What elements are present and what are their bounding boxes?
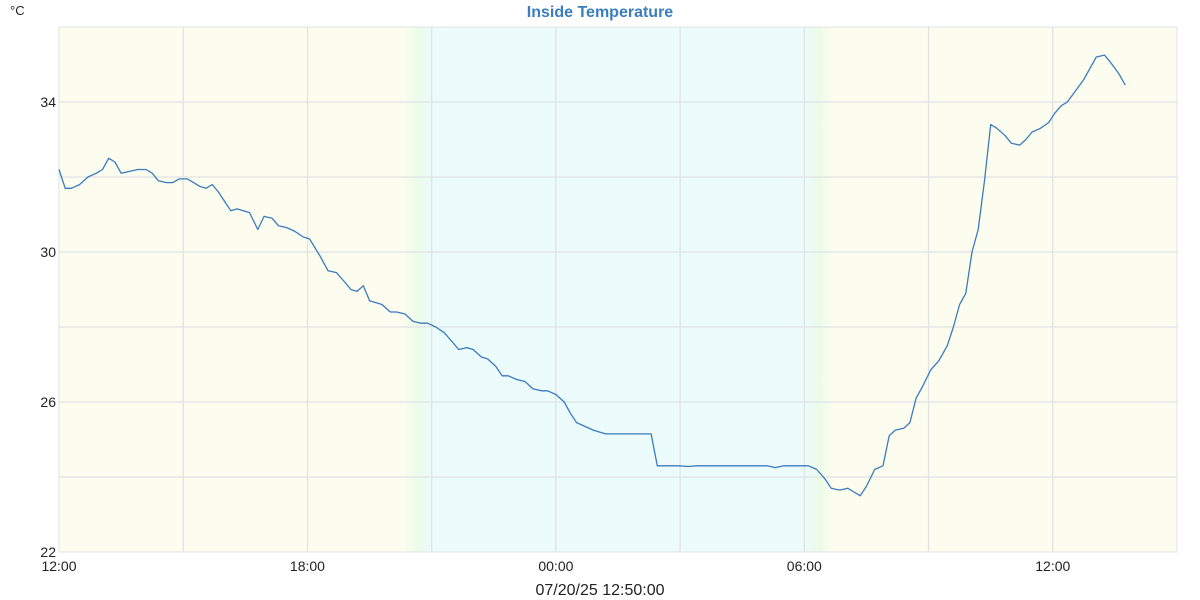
vertical-gridlines — [182, 27, 1054, 552]
chart-title: Inside Temperature — [527, 4, 674, 21]
plot-frame — [58, 26, 1178, 553]
x-tick-label: 00:00 — [538, 558, 573, 574]
horizontal-gridlines — [59, 101, 1177, 478]
x-tick-label: 12:00 — [41, 558, 76, 574]
x-tick-label: 18:00 — [290, 558, 325, 574]
x-tick-label: 12:00 — [1035, 558, 1070, 574]
y-axis-tick-labels: 22 26 30 34 — [40, 94, 56, 560]
y-axis-unit-label: °C — [10, 3, 25, 18]
x-tick-label: 06:00 — [787, 558, 822, 574]
y-tick-label: 34 — [40, 94, 56, 110]
y-tick-label: 22 — [40, 544, 56, 560]
y-tick-label: 26 — [40, 394, 56, 410]
plot-background — [59, 27, 1177, 552]
x-axis-tick-labels: 12:00 18:00 00:00 06:00 12:00 — [41, 558, 1070, 574]
y-tick-label: 30 — [40, 244, 56, 260]
temperature-series-line — [58, 54, 1126, 497]
timestamp-label: 07/20/25 12:50:00 — [535, 582, 664, 599]
